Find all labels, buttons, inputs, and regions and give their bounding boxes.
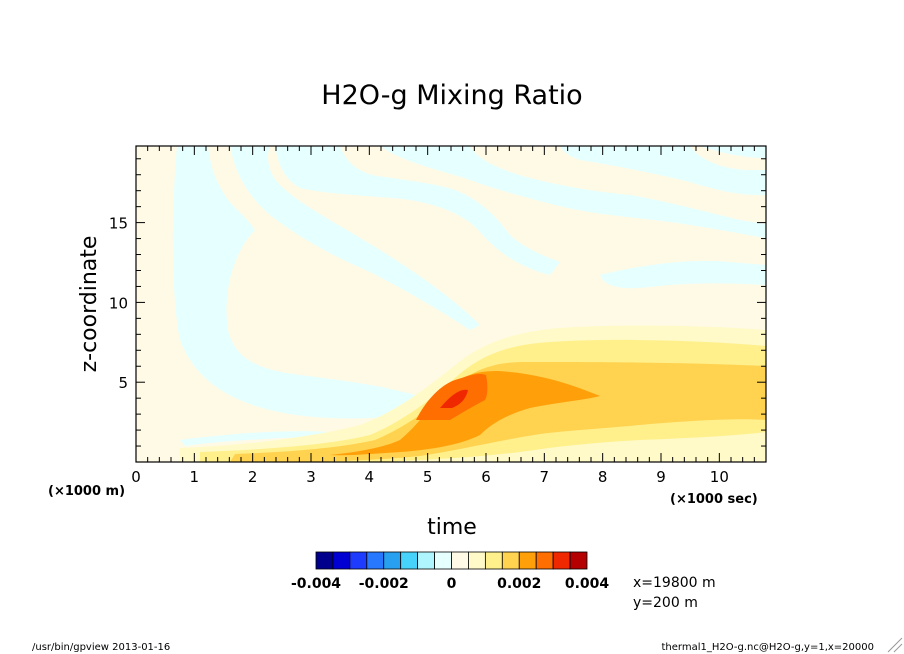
x-tick-label: 0 — [131, 468, 141, 486]
colorbar-swatch — [569, 551, 588, 570]
colorbar-swatch — [518, 551, 537, 570]
field-band-negative-8 — [180, 431, 330, 446]
chart-title: H2O-g Mixing Ratio — [321, 80, 582, 111]
colorbar-swatch — [349, 551, 368, 570]
colorbar-tick-label: 0 — [447, 576, 457, 592]
y-axis-label: z-coordinate — [77, 236, 102, 373]
field-band-negative-3 — [275, 146, 560, 275]
colorbar-swatch — [417, 551, 435, 570]
axis-ticks: 0 1 2 3 4 5 6 7 8 9 10 5 10 15 — [109, 146, 767, 486]
colorbar-tick-label: -0.002 — [359, 576, 409, 592]
field-band-negative-5 — [560, 146, 766, 196]
field-band-negative-4 — [380, 146, 766, 238]
y-tick-label: 5 — [118, 374, 128, 392]
colorbar-swatch — [535, 551, 554, 570]
colorbar-swatch — [383, 551, 402, 570]
plot-area: 0 1 2 3 4 5 6 7 8 9 10 5 10 15 — [109, 145, 767, 486]
footer-left: /usr/bin/gpview 2013-01-16 — [32, 642, 170, 653]
colorbar: -0.004 -0.002 0 0.002 0.004 — [291, 551, 610, 592]
field-band-negative-2 — [230, 146, 480, 330]
colorbar-tick-label: 0.002 — [497, 576, 541, 592]
colorbar-tick-label: 0.004 — [565, 576, 610, 592]
x-tick-label: 5 — [423, 468, 433, 486]
colorbar-tick-label: -0.004 — [291, 576, 341, 592]
resize-grip-icon[interactable] — [887, 637, 903, 653]
x-tick-label: 2 — [248, 468, 258, 486]
field-band-negative-7 — [700, 146, 766, 158]
colorbar-swatch — [366, 551, 385, 570]
field-band-negative-6 — [600, 260, 766, 289]
x-axis-label: time — [427, 515, 477, 540]
field-band-negative-1 — [150, 146, 420, 419]
colorbar-swatch — [332, 551, 351, 570]
x-unit-label: (×1000 sec) — [670, 492, 758, 507]
y-point-label: y=200 m — [633, 595, 698, 611]
colorbar-swatch — [434, 551, 452, 570]
x-tick-label: 4 — [365, 468, 375, 486]
field-plume-level-4 — [330, 370, 600, 456]
x-tick-label: 6 — [481, 468, 491, 486]
footer-right: thermal1_H2O-g.nc@H2O-g,y=1,x=20000 — [662, 642, 874, 653]
y-tick-label: 10 — [109, 294, 128, 312]
x-point-label: x=19800 m — [633, 575, 716, 591]
y-unit-label: (×1000 m) — [48, 484, 125, 499]
x-tick-label: 8 — [598, 468, 608, 486]
x-tick-label: 7 — [540, 468, 550, 486]
y-tick-label: 15 — [109, 215, 128, 233]
colorbar-swatch — [552, 551, 571, 570]
colorbar-swatch — [400, 551, 419, 570]
x-tick-label: 3 — [306, 468, 316, 486]
x-tick-label: 1 — [190, 468, 200, 486]
colorbar-swatch — [484, 551, 503, 570]
x-tick-label: 9 — [656, 468, 666, 486]
field-plume-level-6 — [440, 389, 468, 408]
colorbar-swatch — [315, 551, 334, 570]
x-tick-label: 10 — [710, 468, 729, 486]
colorbar-swatch — [501, 551, 520, 570]
colorbar-swatch — [451, 551, 469, 570]
colorbar-swatch — [468, 551, 486, 570]
